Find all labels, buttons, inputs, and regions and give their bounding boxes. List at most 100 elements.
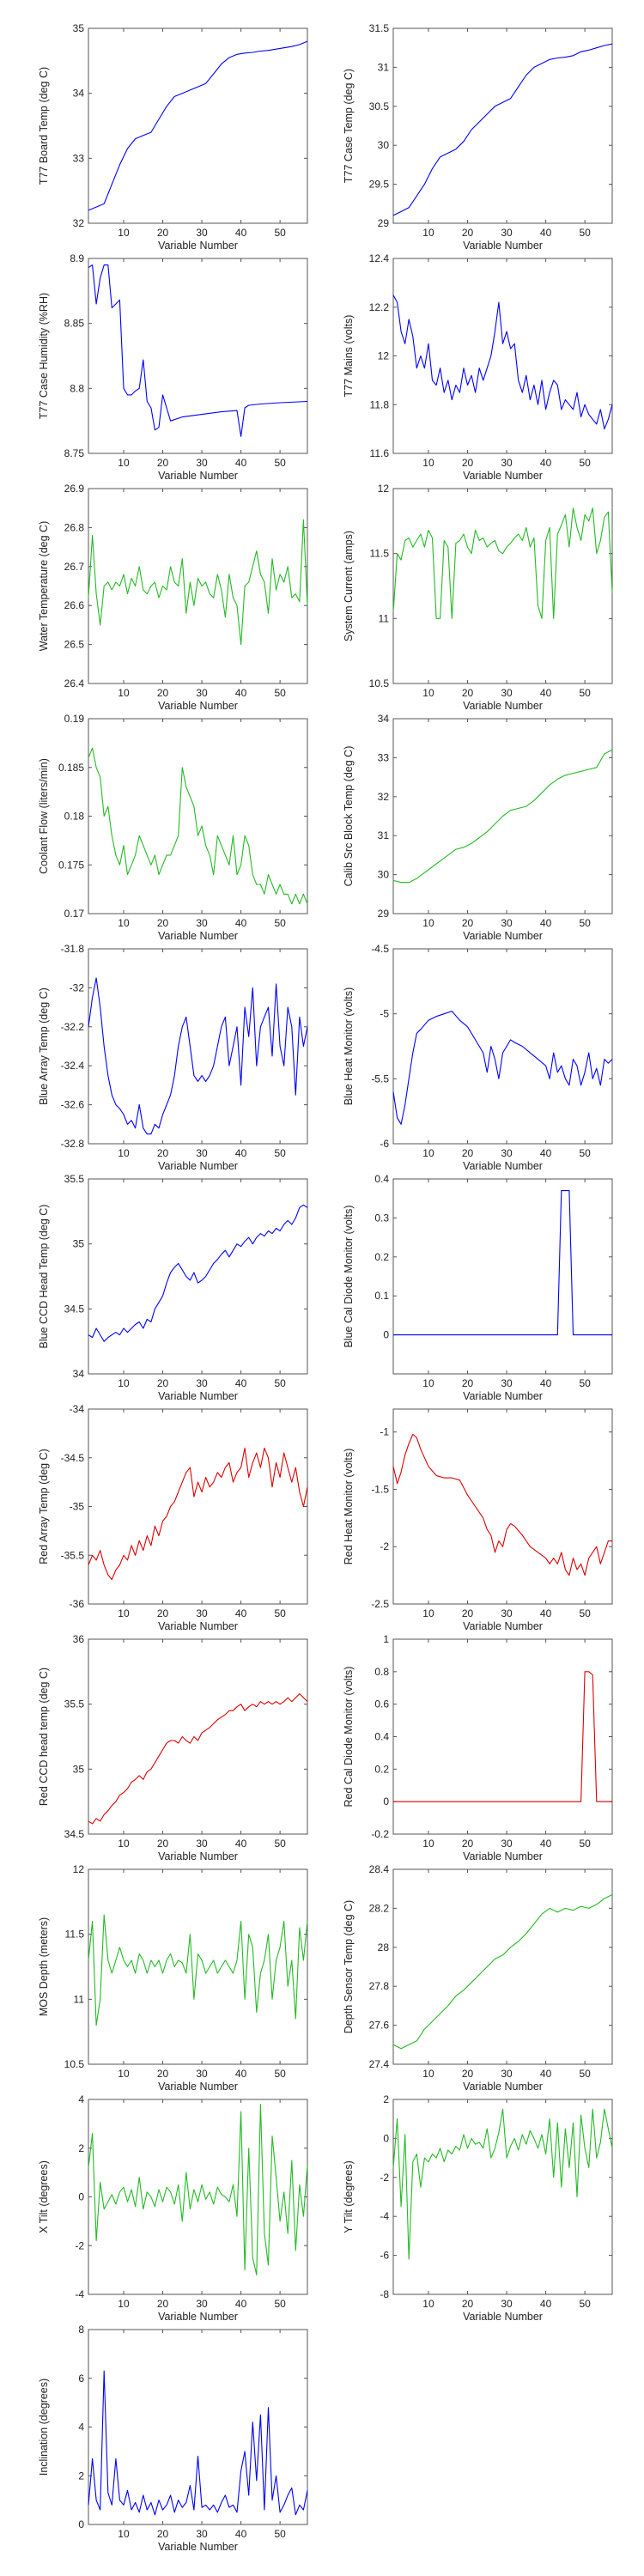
- x-tick-label: 40: [540, 1838, 552, 1850]
- y-tick-label: 30: [378, 869, 390, 881]
- plot-frame: [88, 2099, 308, 2295]
- y-tick-label: -35.5: [61, 1549, 85, 1561]
- y-tick-label: 28.4: [369, 1863, 390, 1875]
- y-tick-label: 2: [78, 2142, 84, 2154]
- y-tick-label: 34.5: [64, 1303, 85, 1315]
- subplot-17: 10 20 30 40 50 10.5 11 11.5 12 Variable Number MOS…: [38, 1863, 308, 2093]
- y-tick-label: 32: [73, 217, 85, 229]
- x-tick-label: 10: [118, 687, 130, 699]
- y-tick-label: 11: [379, 612, 390, 624]
- y-axis-label: T77 Case Humidity (%RH): [38, 293, 50, 419]
- plot-frame: [88, 1408, 308, 1605]
- y-tick-label: -5: [380, 1008, 389, 1020]
- subplot-15: 10 20 30 40 50 34.5 35 35.5 36 Variable Number Red…: [38, 1633, 308, 1862]
- series-line: [392, 507, 613, 619]
- y-tick-label: 34: [378, 713, 390, 725]
- x-tick-label: 20: [462, 227, 474, 239]
- x-tick-label: 50: [274, 917, 286, 929]
- y-tick-label: 29: [378, 217, 390, 229]
- y-axis-label: Red Heat Monitor (volts): [343, 1449, 355, 1564]
- series-line: [392, 749, 613, 884]
- y-tick-label: 1: [383, 1633, 389, 1645]
- x-tick-label: 10: [422, 1377, 434, 1389]
- subplot-10: 10 20 30 40 50 -6 -5.5 -5 -4.5 Variable Number Blu…: [343, 943, 613, 1172]
- y-tick-label: -34: [70, 1403, 85, 1415]
- x-tick-label: 50: [579, 457, 591, 469]
- plot-frame: [88, 718, 308, 914]
- y-tick-label: 0: [78, 2518, 84, 2530]
- y-tick-label: 8: [78, 2324, 84, 2336]
- x-tick-label: 30: [196, 1607, 208, 1619]
- x-tick-label: 10: [422, 2068, 434, 2080]
- y-tick-label: 0: [78, 2191, 84, 2203]
- y-tick-label: -2.5: [371, 1598, 389, 1610]
- y-tick-label: 11.5: [65, 1929, 85, 1941]
- x-tick-label: 30: [196, 227, 208, 239]
- y-tick-label: -6: [380, 2250, 389, 2262]
- y-tick-label: 30: [378, 139, 390, 151]
- series-line: [88, 1447, 308, 1581]
- x-tick-label: 40: [235, 2068, 247, 2080]
- x-tick-label: 50: [579, 1607, 591, 1619]
- y-tick-label: 35: [73, 22, 85, 34]
- y-tick-label: 31.5: [369, 22, 390, 34]
- y-tick-label: 0.3: [374, 1212, 389, 1224]
- x-axis-label: Variable Number: [158, 240, 238, 252]
- y-tick-label: 33: [378, 751, 390, 763]
- x-tick-label: 40: [235, 687, 247, 699]
- x-tick-label: 20: [462, 917, 474, 929]
- subplot-19: 10 20 30 40 50 -4 -2 0 2 4 Variable Number X Tilt (…: [38, 2093, 308, 2323]
- x-tick-label: 20: [462, 1607, 474, 1619]
- x-tick-label: 20: [157, 457, 169, 469]
- plot-frame: [88, 1178, 308, 1375]
- y-tick-label: 11.8: [370, 398, 390, 410]
- plot-frame: [88, 27, 308, 224]
- x-tick-label: 50: [274, 227, 286, 239]
- x-tick-label: 10: [118, 1377, 130, 1389]
- series-line: [392, 43, 613, 216]
- y-tick-label: -35: [70, 1501, 85, 1513]
- y-tick-label: 10.5: [64, 2058, 85, 2070]
- x-tick-label: 30: [196, 2528, 208, 2540]
- plot-frame: [392, 1178, 613, 1375]
- x-tick-label: 20: [462, 1838, 474, 1850]
- y-tick-label: -36: [70, 1598, 85, 1610]
- y-tick-label: 11.5: [370, 548, 390, 560]
- x-tick-label: 20: [157, 687, 169, 699]
- x-axis-label: Variable Number: [463, 700, 543, 712]
- y-tick-label: 28: [378, 1941, 390, 1953]
- y-tick-label: 0.1: [374, 1290, 389, 1302]
- y-tick-label: 26.4: [64, 677, 85, 690]
- y-axis-label: X Tilt (degrees): [38, 2160, 50, 2233]
- x-tick-label: 10: [118, 1838, 130, 1850]
- series-line: [88, 747, 308, 905]
- subplot-12: 10 20 30 40 50 0 0.1 0.2 0.3 0.4 Variable Number Bl…: [343, 1173, 613, 1402]
- plot-frame: [392, 27, 613, 224]
- y-tick-label: 35: [73, 1238, 85, 1250]
- y-axis-label: Coolant Flow (liters/min): [38, 758, 50, 874]
- y-tick-label: 12: [378, 483, 390, 495]
- series-line: [88, 519, 308, 646]
- subplot-4: 10 20 30 40 50 11.6 11.8 12 12.2 12.4 Variable Num…: [343, 252, 613, 482]
- x-tick-label: 30: [501, 917, 513, 929]
- y-tick-label: 12.2: [369, 301, 390, 313]
- x-tick-label: 50: [579, 917, 591, 929]
- x-tick-label: 20: [157, 1377, 169, 1389]
- x-axis-label: Variable Number: [463, 1390, 543, 1402]
- y-tick-label: 0.8: [374, 1666, 389, 1678]
- series-line: [88, 2370, 308, 2516]
- y-tick-label: -2: [75, 2239, 84, 2251]
- x-tick-label: 10: [118, 2068, 130, 2080]
- x-axis-label: Variable Number: [463, 1620, 543, 1632]
- y-tick-label: 0.2: [374, 1763, 389, 1775]
- subplot-1: 10 20 30 40 50 32 33 34 35 Variable Number T77 Boa…: [38, 22, 308, 252]
- y-axis-label: Depth Sensor Temp (deg C): [343, 1900, 355, 2033]
- y-tick-label: 11: [74, 1993, 85, 2005]
- y-tick-label: -5.5: [371, 1072, 389, 1084]
- subplot-14: 10 20 30 40 50 -2.5 -2 -1.5 -1 Variable Number Red…: [343, 1408, 613, 1632]
- y-tick-label: 0.4: [374, 1173, 389, 1185]
- subplot-18: 10 20 30 40 50 27.4 27.6 27.8 28 28.2 28.4 Variable…: [343, 1863, 613, 2093]
- x-tick-label: 40: [540, 227, 552, 239]
- x-tick-label: 40: [235, 227, 247, 239]
- x-tick-label: 40: [235, 2298, 247, 2310]
